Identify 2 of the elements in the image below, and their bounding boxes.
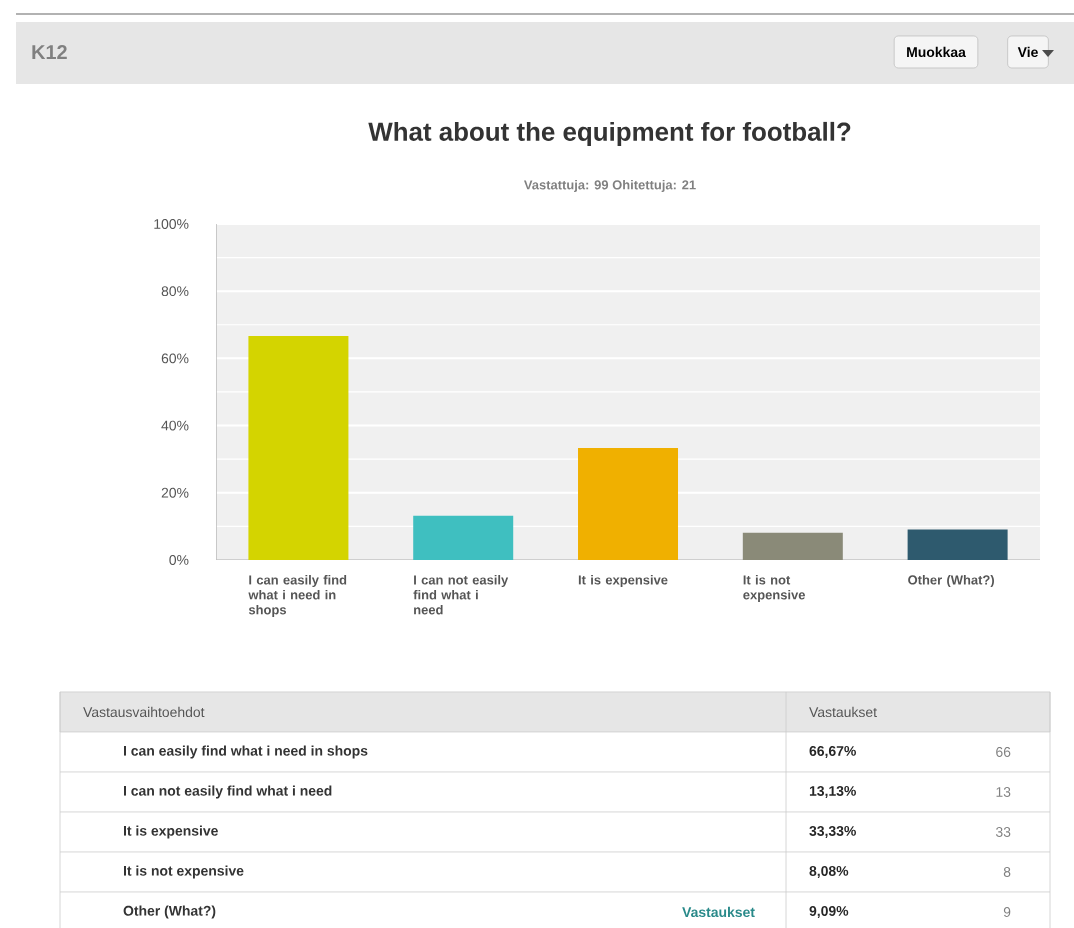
- text: K12: [32, 45, 67, 59]
- chart-title: What about the equipment for football?: [368, 121, 851, 147]
